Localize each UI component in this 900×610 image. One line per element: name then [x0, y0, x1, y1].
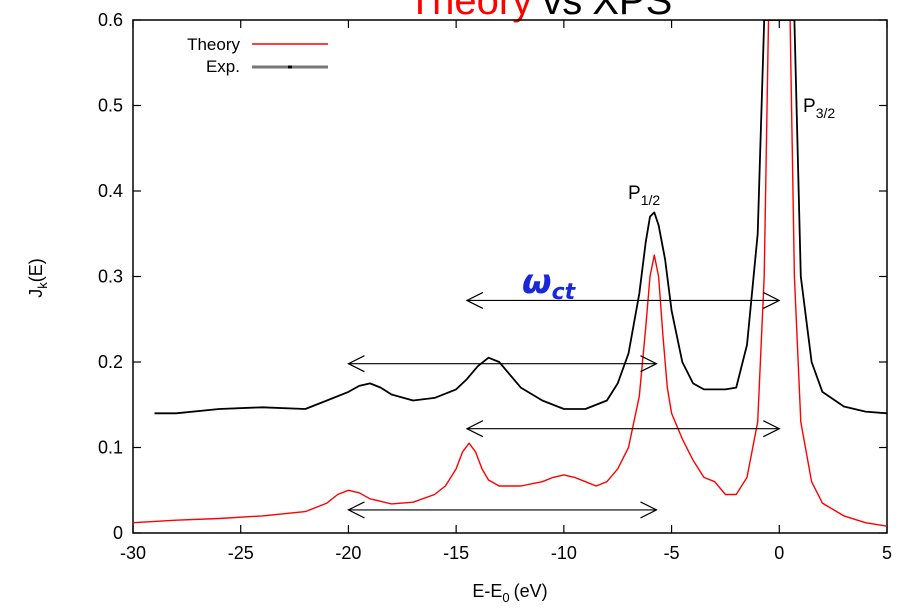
y-tick-label: 0.5	[98, 96, 123, 116]
data-series	[133, 20, 887, 527]
legend-exp-label: Exp.	[206, 57, 240, 76]
peak-label-p32: P3/2	[803, 96, 835, 121]
title-vs: vs	[542, 0, 582, 23]
exp-series-line	[154, 20, 887, 415]
arrow-head-left	[465, 291, 484, 309]
y-tick-label: 0	[113, 523, 123, 543]
plot-frame	[132, 19, 888, 534]
x-tick-label: -5	[664, 543, 680, 563]
arrow-head-right	[763, 420, 781, 438]
x-tick-label: -15	[443, 543, 469, 563]
x-tick-label: -30	[120, 543, 146, 563]
x-axis-label: E-E0 (eV)	[472, 581, 547, 605]
y-tick-label: 0.3	[98, 267, 123, 287]
theory-series-line	[133, 20, 887, 527]
arrow-head-right	[640, 501, 658, 519]
energy-arrows	[347, 291, 781, 519]
arrow-head-right	[763, 291, 781, 309]
legend: Theory Exp.	[187, 35, 328, 76]
title-theory: Theory	[408, 0, 533, 23]
x-tick-label: 5	[882, 543, 892, 563]
y-tick-label: 0.1	[98, 438, 123, 458]
y-tick-label: 0.4	[98, 181, 123, 201]
legend-theory-label: Theory	[187, 35, 240, 54]
axis-ticks: -30 -25 -20 -15 -10 -5 0 5 0 0.1 0.2 0.3 0.4 0.5 0.6	[98, 10, 892, 563]
chart-title: Theory vs XPS	[408, 0, 673, 23]
x-tick-label: -10	[551, 543, 577, 563]
arrow-head-left	[465, 420, 484, 438]
y-tick-label: 0.2	[98, 352, 123, 372]
arrow-head-left	[347, 355, 365, 373]
peak-label-p12: P1/2	[628, 183, 660, 208]
title-xps: XPS	[592, 0, 672, 23]
arrow-head-right	[640, 355, 658, 373]
x-tick-label: -25	[228, 543, 254, 563]
y-tick-label: 0.6	[98, 10, 123, 30]
y-axis-label: Jk(E)	[26, 258, 50, 298]
arrow-head-left	[347, 501, 365, 519]
x-tick-label: 0	[774, 543, 784, 563]
omega-ct-label: ωct	[522, 262, 577, 305]
x-tick-label: -20	[335, 543, 361, 563]
